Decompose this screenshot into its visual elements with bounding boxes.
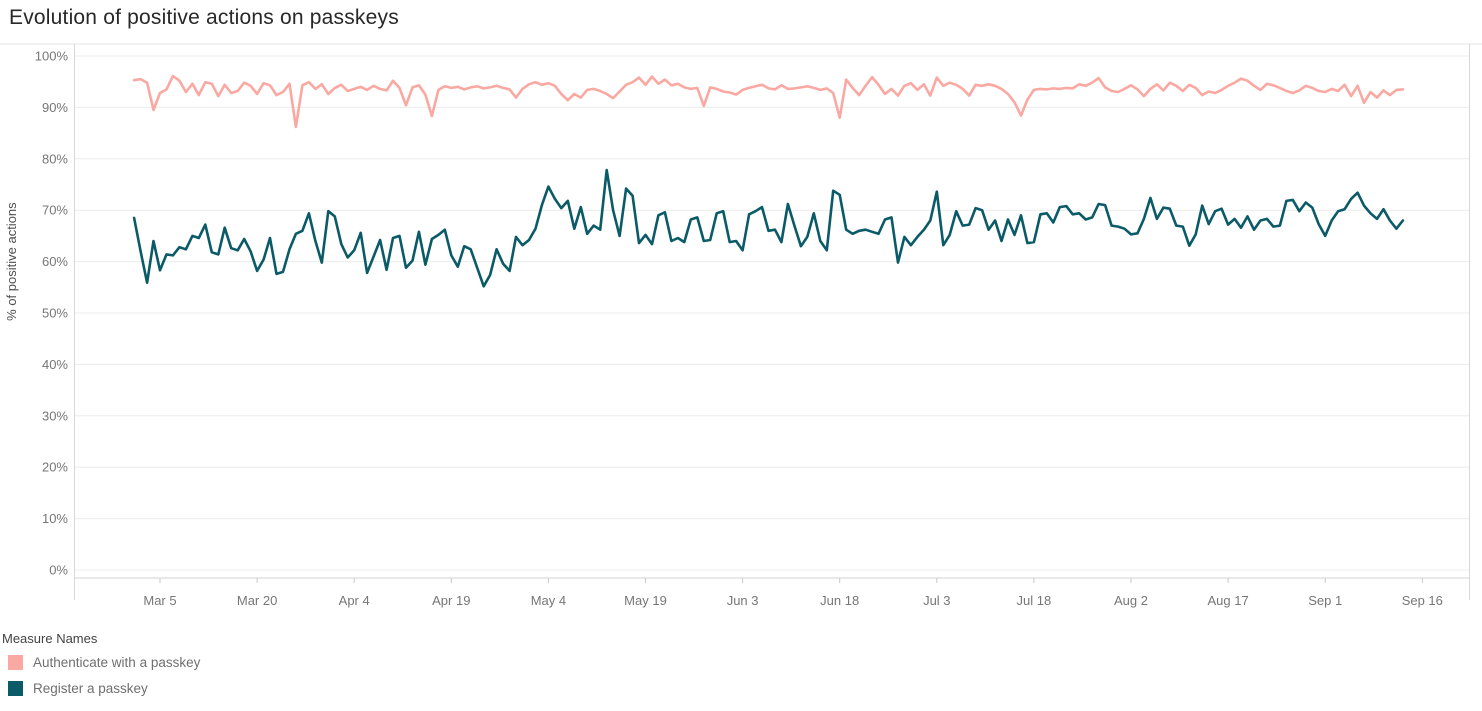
legend-swatch-authenticate[interactable] [8,654,23,670]
line-chart: 0% 10% 20% 30% 40% 50% 60% 70% 80% 90% 100% Mar 5 Ma… [0,43,1482,608]
y-axis-title: % of positive actions [4,202,19,321]
y-tick-label: 100% [35,49,69,64]
x-tick-label: Aug 17 [1207,593,1248,608]
legend-label-authenticate: Authenticate with a passkey [33,654,201,670]
x-tick-label: Aug 2 [1114,593,1148,608]
y-tick-label: 40% [42,357,68,372]
series-line-register[interactable] [132,168,1405,288]
y-tick-label: 90% [42,100,68,115]
chart-title: Evolution of positive actions on passkey… [9,6,399,29]
x-tick-label: Jul 3 [923,593,950,608]
legend-title: Measure Names [2,631,98,646]
y-tick-label: 80% [42,151,68,166]
legend-item-authenticate[interactable]: Authenticate with a passkey [8,654,420,670]
x-tick-label: Sep 16 [1402,593,1443,608]
x-tick-label: Jul 18 [1017,593,1052,608]
y-tick-label: 70% [42,203,68,218]
legend-label-register: Register a passkey [33,680,148,696]
x-tick-label: Apr 19 [432,593,470,608]
x-tick-label: May 4 [531,593,566,608]
x-tick-label: Mar 20 [237,593,277,608]
legend-item-register[interactable]: Register a passkey [8,680,420,696]
y-tick-label: 20% [42,460,68,475]
y-tick-label: 30% [42,408,68,423]
y-tick-label: 10% [42,511,68,526]
legend: Measure Names Authenticate with a passke… [0,631,420,706]
x-tick-label: Mar 5 [143,593,176,608]
y-tick-label: 50% [42,306,68,321]
y-tick-label: 0% [49,563,68,578]
x-tick-label: Jun 18 [820,593,859,608]
x-tick-label: Apr 4 [339,593,370,608]
x-tick-label: Sep 1 [1308,593,1342,608]
legend-swatch-register[interactable] [8,680,23,696]
series-line-authenticate[interactable] [132,74,1405,129]
y-tick-label: 60% [42,254,68,269]
x-tick-label: Jun 3 [727,593,759,608]
x-tick-label: May 19 [624,593,667,608]
